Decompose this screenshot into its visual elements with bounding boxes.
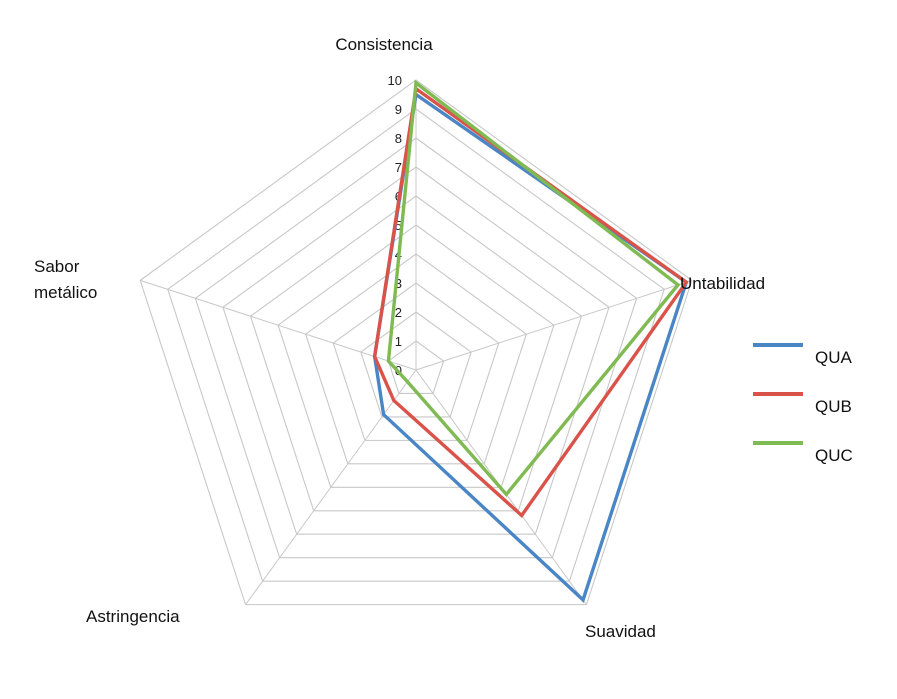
- grid-ring: [305, 253, 527, 465]
- grid-ring: [139, 79, 693, 606]
- axis-labels: Consistencia Untabilidad Suavidad Astringen…: [34, 35, 765, 641]
- tick-label: 9: [395, 102, 402, 117]
- axis-label: Astringencia: [86, 607, 180, 626]
- series-line-quc: [386, 79, 681, 497]
- axis-label: Suavidad: [585, 622, 656, 641]
- grid-ring: [332, 282, 500, 441]
- tick-label: 3: [395, 276, 402, 291]
- series-line-qub: [372, 85, 689, 519]
- legend-label-qua: QUA: [815, 348, 853, 367]
- grid-ring: [277, 224, 555, 488]
- grid-ring: [167, 108, 665, 582]
- axis-spoke: [140, 279, 417, 371]
- series-lines: [372, 79, 689, 603]
- tick-label: 7: [395, 160, 402, 175]
- axis-spoke: [415, 279, 692, 371]
- tick-label: 10: [388, 73, 402, 88]
- axis-label: Consistencia: [335, 35, 433, 54]
- tick-label: 5: [395, 218, 402, 233]
- grid: [139, 79, 693, 606]
- tick-label: 2: [395, 305, 402, 320]
- legend: QUA QUB QUC: [753, 343, 853, 465]
- axis-label: Untabilidad: [680, 274, 765, 293]
- tick-label: 1: [395, 334, 402, 349]
- grid-ring: [194, 137, 638, 559]
- tick-label: 8: [395, 131, 402, 146]
- axis-spoke: [245, 369, 417, 605]
- grid-ring: [360, 311, 472, 418]
- grid-ring: [249, 195, 583, 512]
- legend-label-quc: QUC: [815, 446, 853, 465]
- legend-label-qub: QUB: [815, 397, 852, 416]
- axis-label: Sabor metálico: [34, 257, 97, 302]
- grid-ring: [222, 166, 610, 535]
